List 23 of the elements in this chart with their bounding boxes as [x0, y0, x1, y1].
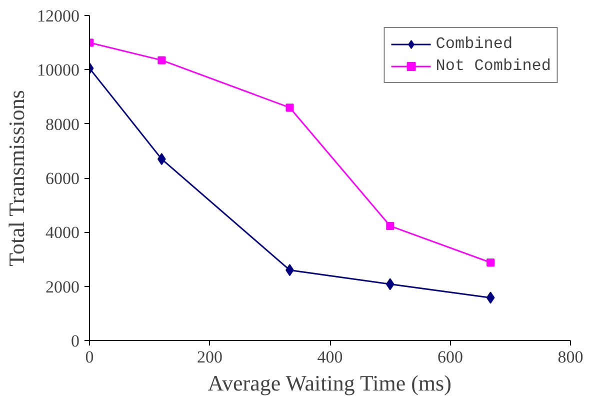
legend-label: Combined — [436, 35, 513, 53]
point — [157, 153, 166, 166]
x-tick-label: 600 — [438, 348, 463, 366]
point — [286, 104, 294, 112]
x-tick-label: 800 — [558, 348, 584, 366]
point — [386, 278, 394, 290]
y-tick-label: 12000 — [37, 6, 80, 26]
y-axis-title: Total Transmissions — [4, 90, 29, 266]
x-tick-label: 200 — [197, 348, 222, 366]
y-tick-label: 8000 — [46, 114, 80, 134]
point — [158, 56, 166, 64]
point — [486, 258, 495, 266]
y-tick-label: 6000 — [46, 169, 80, 188]
legend-label: Not Combined — [436, 57, 551, 75]
y-tick-label: 10000 — [37, 60, 80, 80]
point — [386, 222, 394, 230]
y-tick-label: 0 — [71, 332, 80, 350]
point — [486, 292, 495, 304]
x-tick-label: 0 — [85, 348, 94, 366]
y-tick-label: 2000 — [46, 277, 80, 296]
x-tick-label: 400 — [317, 348, 343, 366]
y-tick-label: 4000 — [46, 223, 80, 242]
x-axis-title: Average Waiting Time (ms) — [208, 370, 452, 396]
